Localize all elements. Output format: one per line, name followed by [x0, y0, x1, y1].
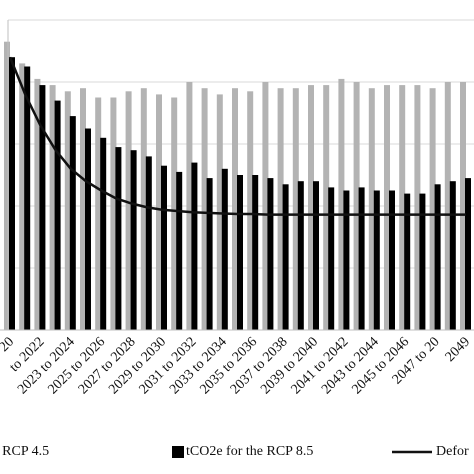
legend-label: tCO2e for the RCP 8.5 [186, 444, 313, 459]
bar [353, 82, 360, 330]
bar [373, 190, 380, 330]
bar [429, 88, 436, 330]
bar [140, 88, 147, 330]
bar [328, 187, 335, 330]
bar [465, 178, 471, 330]
x-tick-label: 2049 [443, 334, 473, 364]
bar [110, 97, 117, 330]
bar [237, 175, 243, 330]
bar [100, 137, 107, 330]
bar [444, 82, 451, 330]
bar [171, 97, 178, 330]
bar [39, 85, 46, 330]
bar [201, 88, 208, 330]
bar [252, 175, 259, 330]
bar [313, 181, 319, 330]
bar [34, 78, 41, 331]
legend-label: Defor [436, 444, 469, 459]
bar [434, 184, 441, 330]
bar [156, 94, 162, 331]
bar [343, 190, 350, 330]
bar [368, 88, 375, 330]
bar [267, 178, 274, 330]
bar [389, 190, 395, 330]
bar [404, 193, 411, 330]
bar [145, 156, 152, 330]
bar [277, 88, 284, 330]
x-tick-label: 20 [0, 334, 17, 355]
bar [308, 85, 314, 330]
bar [232, 88, 238, 330]
bar [399, 85, 406, 330]
bar [460, 82, 466, 330]
bar [247, 91, 254, 330]
bar [54, 100, 61, 330]
bar [9, 57, 15, 330]
bar [221, 168, 228, 330]
bar [49, 85, 56, 330]
bar [4, 41, 10, 330]
bar [191, 162, 198, 330]
bar [64, 91, 71, 330]
bar [176, 171, 183, 330]
bar [414, 85, 421, 330]
bar [130, 150, 137, 330]
line [8, 56, 466, 216]
bar [262, 82, 269, 330]
legend-label: e for the RCP 4.5 [0, 444, 49, 459]
bar [161, 165, 167, 330]
bar [419, 193, 426, 330]
bar [338, 78, 345, 331]
bar [449, 181, 456, 330]
bar [69, 116, 76, 330]
bar [80, 88, 86, 330]
bar [186, 82, 193, 330]
bar [292, 88, 299, 330]
bar [384, 85, 390, 330]
bar [358, 187, 365, 330]
legend-swatch [172, 446, 184, 458]
bar [206, 178, 213, 330]
bar [125, 91, 132, 330]
bar [297, 181, 304, 330]
bar [19, 63, 26, 331]
bar [282, 184, 289, 330]
bar [24, 66, 31, 330]
bar [115, 147, 122, 330]
bar [95, 97, 102, 330]
bar [323, 85, 330, 330]
bar [85, 128, 91, 330]
